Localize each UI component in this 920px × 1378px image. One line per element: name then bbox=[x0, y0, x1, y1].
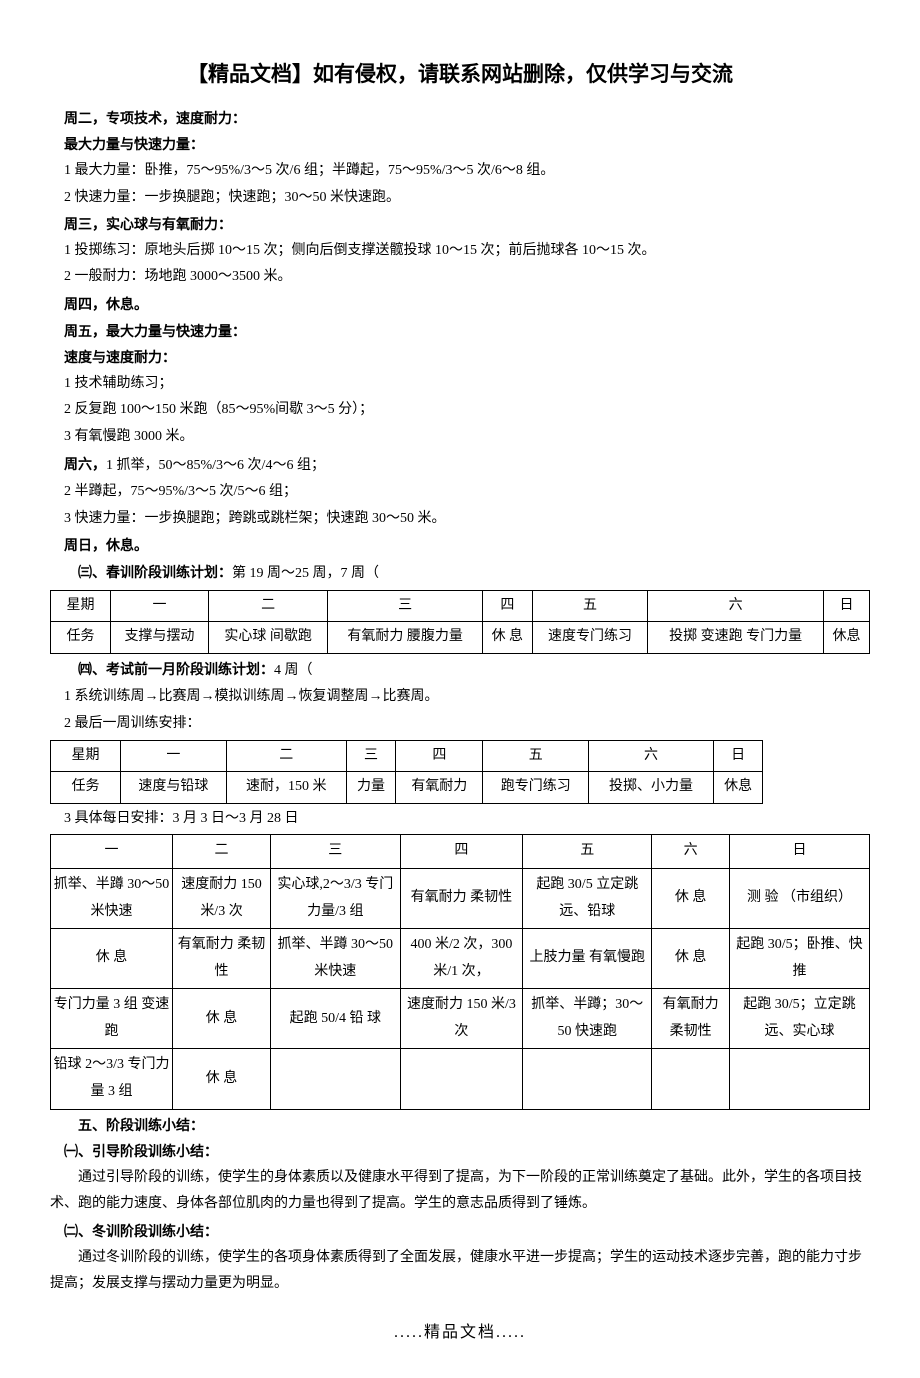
table-row: 任务 速度与铅球 速耐，150 米 力量 有氧耐力 跑专门练习 投掷、小力量 休… bbox=[51, 772, 763, 804]
section10-sub1-text: 通过引导阶段的训练，使学生的身体素质以及健康水平得到了提高，为下一阶段的正常训练… bbox=[50, 1165, 870, 1218]
section1-sub1: 最大力量与快速力量： bbox=[50, 131, 870, 158]
section10-sub1-title: ㈠、引导阶段训练小结： bbox=[50, 1138, 870, 1165]
schedule-table-2: 星期 一 二 三 四 五 六 日 任务 速度与铅球 速耐，150 米 力量 有氧… bbox=[50, 740, 763, 804]
section1-title: 周二，专项技术，速度耐力： bbox=[50, 105, 870, 132]
section6-title: 周日，休息。 bbox=[50, 532, 870, 559]
section10-sub2-title: ㈡、冬训阶段训练小结： bbox=[50, 1218, 870, 1245]
section4-line3: 3 有氧慢跑 3000 米。 bbox=[50, 424, 870, 451]
table-row: 星期 一 二 三 四 五 六 日 bbox=[51, 740, 763, 772]
page-header: 【精品文档】如有侵权，请联系网站删除，仅供学习与交流 bbox=[50, 55, 870, 95]
section1-line2: 2 快速力量：一步换腿跑；快速跑；30～50 米快速跑。 bbox=[50, 185, 870, 212]
section10-title: 五、阶段训练小结： bbox=[50, 1112, 870, 1139]
schedule-table-3: 一 二 三 四 五 六 日 抓举、半蹲 30～50 米快速 速度耐力 150 米… bbox=[50, 834, 870, 1109]
schedule-table-1: 星期 一 二 三 四 五 六 日 任务 支撑与摆动 实心球 间歇跑 有氧耐力 腰… bbox=[50, 590, 870, 654]
section5-line1: 2 半蹲起，75～95%/3～5 次/5～6 组； bbox=[50, 479, 870, 506]
section2-line1: 1 投掷练习：原地头后掷 10～15 次；侧向后倒支撑送髋投球 10～15 次；… bbox=[50, 238, 870, 265]
page-footer: .....精品文档..... bbox=[50, 1318, 870, 1348]
section4-title: 周五，最大力量与快速力量： bbox=[50, 318, 870, 345]
section8: ㈣、考试前一月阶段训练计划：4 周（ bbox=[50, 656, 870, 685]
section7: ㈢、春训阶段训练计划：第 19 周～25 周，7 周（ bbox=[50, 559, 870, 588]
section9-line1: 3 具体每日安排：3 月 3 日～3 月 28 日 bbox=[50, 806, 870, 833]
section5-title: 周六，1 抓举，50～85%/3～6 次/4～6 组； bbox=[50, 451, 870, 480]
table-row: 一 二 三 四 五 六 日 bbox=[51, 835, 870, 869]
section8-line1: 1 系统训练周→比赛周→模拟训练周→恢复调整周→比赛周。 bbox=[50, 684, 870, 711]
table-row: 任务 支撑与摆动 实心球 间歇跑 有氧耐力 腰腹力量 休 息 速度专门练习 投掷… bbox=[51, 622, 870, 654]
section8-line2: 2 最后一周训练安排： bbox=[50, 711, 870, 738]
section4-line2: 2 反复跑 100～150 米跑（85～95%间歇 3～5 分）； bbox=[50, 397, 870, 424]
section4-line1: 1 技术辅助练习； bbox=[50, 371, 870, 398]
section2-line2: 2 一般耐力：场地跑 3000～3500 米。 bbox=[50, 264, 870, 291]
table-row: 抓举、半蹲 30～50 米快速 速度耐力 150 米/3 次 实心球,2～3/3… bbox=[51, 868, 870, 928]
section5-line2: 3 快速力量：一步换腿跑；跨跳或跳栏架；快速跑 30～50 米。 bbox=[50, 506, 870, 533]
table-row: 星期 一 二 三 四 五 六 日 bbox=[51, 590, 870, 622]
table-row: 休 息 有氧耐力 柔韧性 抓举、半蹲 30～50 米快速 400 米/2 次，3… bbox=[51, 929, 870, 989]
section2-title: 周三，实心球与有氧耐力： bbox=[50, 211, 870, 238]
section4-sub1: 速度与速度耐力： bbox=[50, 344, 870, 371]
section10-sub2-text: 通过冬训阶段的训练，使学生的各项身体素质得到了全面发展，健康水平进一步提高；学生… bbox=[50, 1245, 870, 1298]
table-row: 专门力量 3 组 变速跑 休 息 起跑 50/4 铅 球 速度耐力 150 米/… bbox=[51, 989, 870, 1049]
section3-title: 周四，休息。 bbox=[50, 291, 870, 318]
table-row: 铅球 2～3/3 专门力量 3 组 休 息 bbox=[51, 1049, 870, 1109]
section1-line1: 1 最大力量：卧推，75～95%/3～5 次/6 组；半蹲起，75～95%/3～… bbox=[50, 158, 870, 185]
